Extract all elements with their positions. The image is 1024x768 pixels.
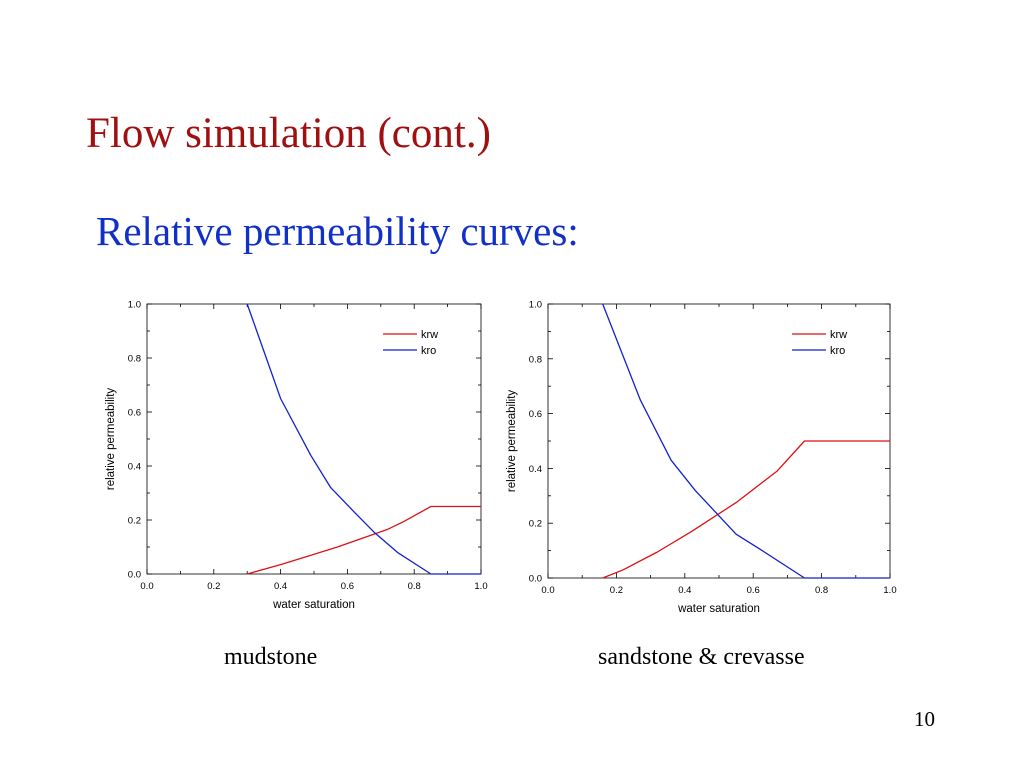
x-tick-label: 1.0 [883, 585, 896, 596]
y-axis-label: relative permeability [506, 390, 518, 493]
slide-title: Flow simulation (cont.) [86, 110, 491, 157]
y-tick-label: 0.6 [529, 409, 542, 420]
y-tick-label: 0.8 [529, 354, 542, 365]
x-tick-label: 0.0 [140, 581, 153, 592]
x-tick-label: 0.2 [610, 585, 623, 596]
y-tick-label: 0.0 [128, 570, 141, 581]
x-tick-label: 0.8 [408, 581, 421, 592]
y-tick-label: 1.0 [529, 300, 542, 311]
page-number: 10 [914, 707, 935, 731]
legend-label-krw: krw [830, 329, 847, 341]
series-line-krw [247, 505, 481, 575]
x-tick-label: 0.2 [207, 581, 220, 592]
sandstone-crevasse-chart: 0.0 0.2 0.4 0.6 0.8 1.0 0.0 0.2 0.4 0.6 0.8 1.0 wate… [506, 300, 897, 616]
y-tick-label: 0.6 [128, 408, 141, 419]
y-tick-label: 0.4 [128, 462, 141, 473]
y-tick-label: 0.2 [529, 519, 542, 530]
x-axis-label: water saturation [677, 603, 760, 615]
y-tick-label: 0.0 [529, 574, 542, 585]
x-tick-label: 1.0 [474, 581, 487, 592]
y-tick-label: 0.2 [128, 516, 141, 527]
legend-label-kro: kro [421, 345, 436, 357]
y-tick-label: 0.4 [529, 464, 542, 475]
x-tick-label: 0.4 [274, 581, 287, 592]
mudstone-chart: 0.0 0.2 0.4 0.6 0.8 1.0 0.0 0.2 0.4 0.6 0.8 1.0 wate… [105, 300, 488, 612]
y-tick-label: 1.0 [128, 300, 141, 311]
x-tick-label: 0.4 [678, 585, 691, 596]
legend-label-krw: krw [421, 329, 438, 341]
caption-sandstone-crevasse: sandstone & crevasse [598, 644, 805, 670]
caption-mudstone: mudstone [224, 644, 318, 670]
x-axis-label: water saturation [272, 599, 355, 611]
y-axis-label: relative permeability [105, 388, 117, 491]
legend-label-kro: kro [830, 345, 845, 357]
y-tick-label: 0.8 [128, 354, 141, 365]
x-tick-label: 0.6 [747, 585, 760, 596]
x-tick-label: 0.8 [815, 585, 828, 596]
series-line-krw [602, 440, 890, 579]
x-tick-label: 0.6 [341, 581, 354, 592]
series-line-kro [246, 303, 481, 575]
slide-subtitle: Relative permeability curves: [96, 208, 579, 254]
x-tick-label: 0.0 [541, 585, 554, 596]
series-line-kro [602, 303, 890, 579]
